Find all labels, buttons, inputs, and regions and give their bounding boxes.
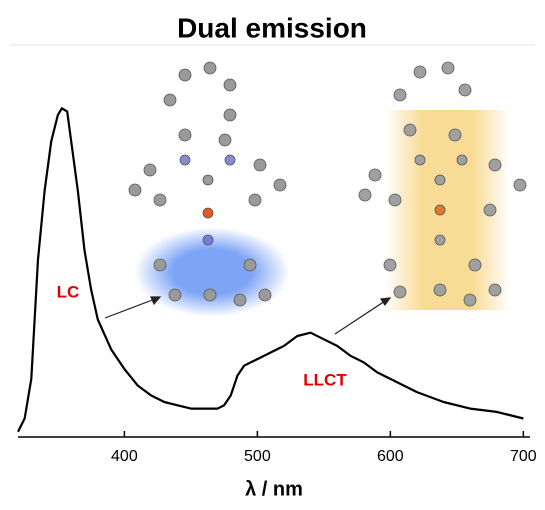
x-tick-label: 600 — [377, 448, 404, 465]
x-tick-label: 700 — [510, 448, 537, 465]
annotation: LLCT — [303, 370, 347, 389]
x-tick-label: 500 — [244, 448, 271, 465]
x-tick-label: 400 — [111, 448, 138, 465]
x-axis-label: λ / nm — [245, 478, 303, 500]
chart-title: Dual emission — [177, 12, 367, 43]
annotation: LC — [57, 282, 80, 301]
molecule-left — [129, 62, 290, 317]
molecule-right — [359, 62, 526, 310]
chart: Dual emission 400 500 600 700 λ / nm LC LLCT — [0, 0, 545, 505]
